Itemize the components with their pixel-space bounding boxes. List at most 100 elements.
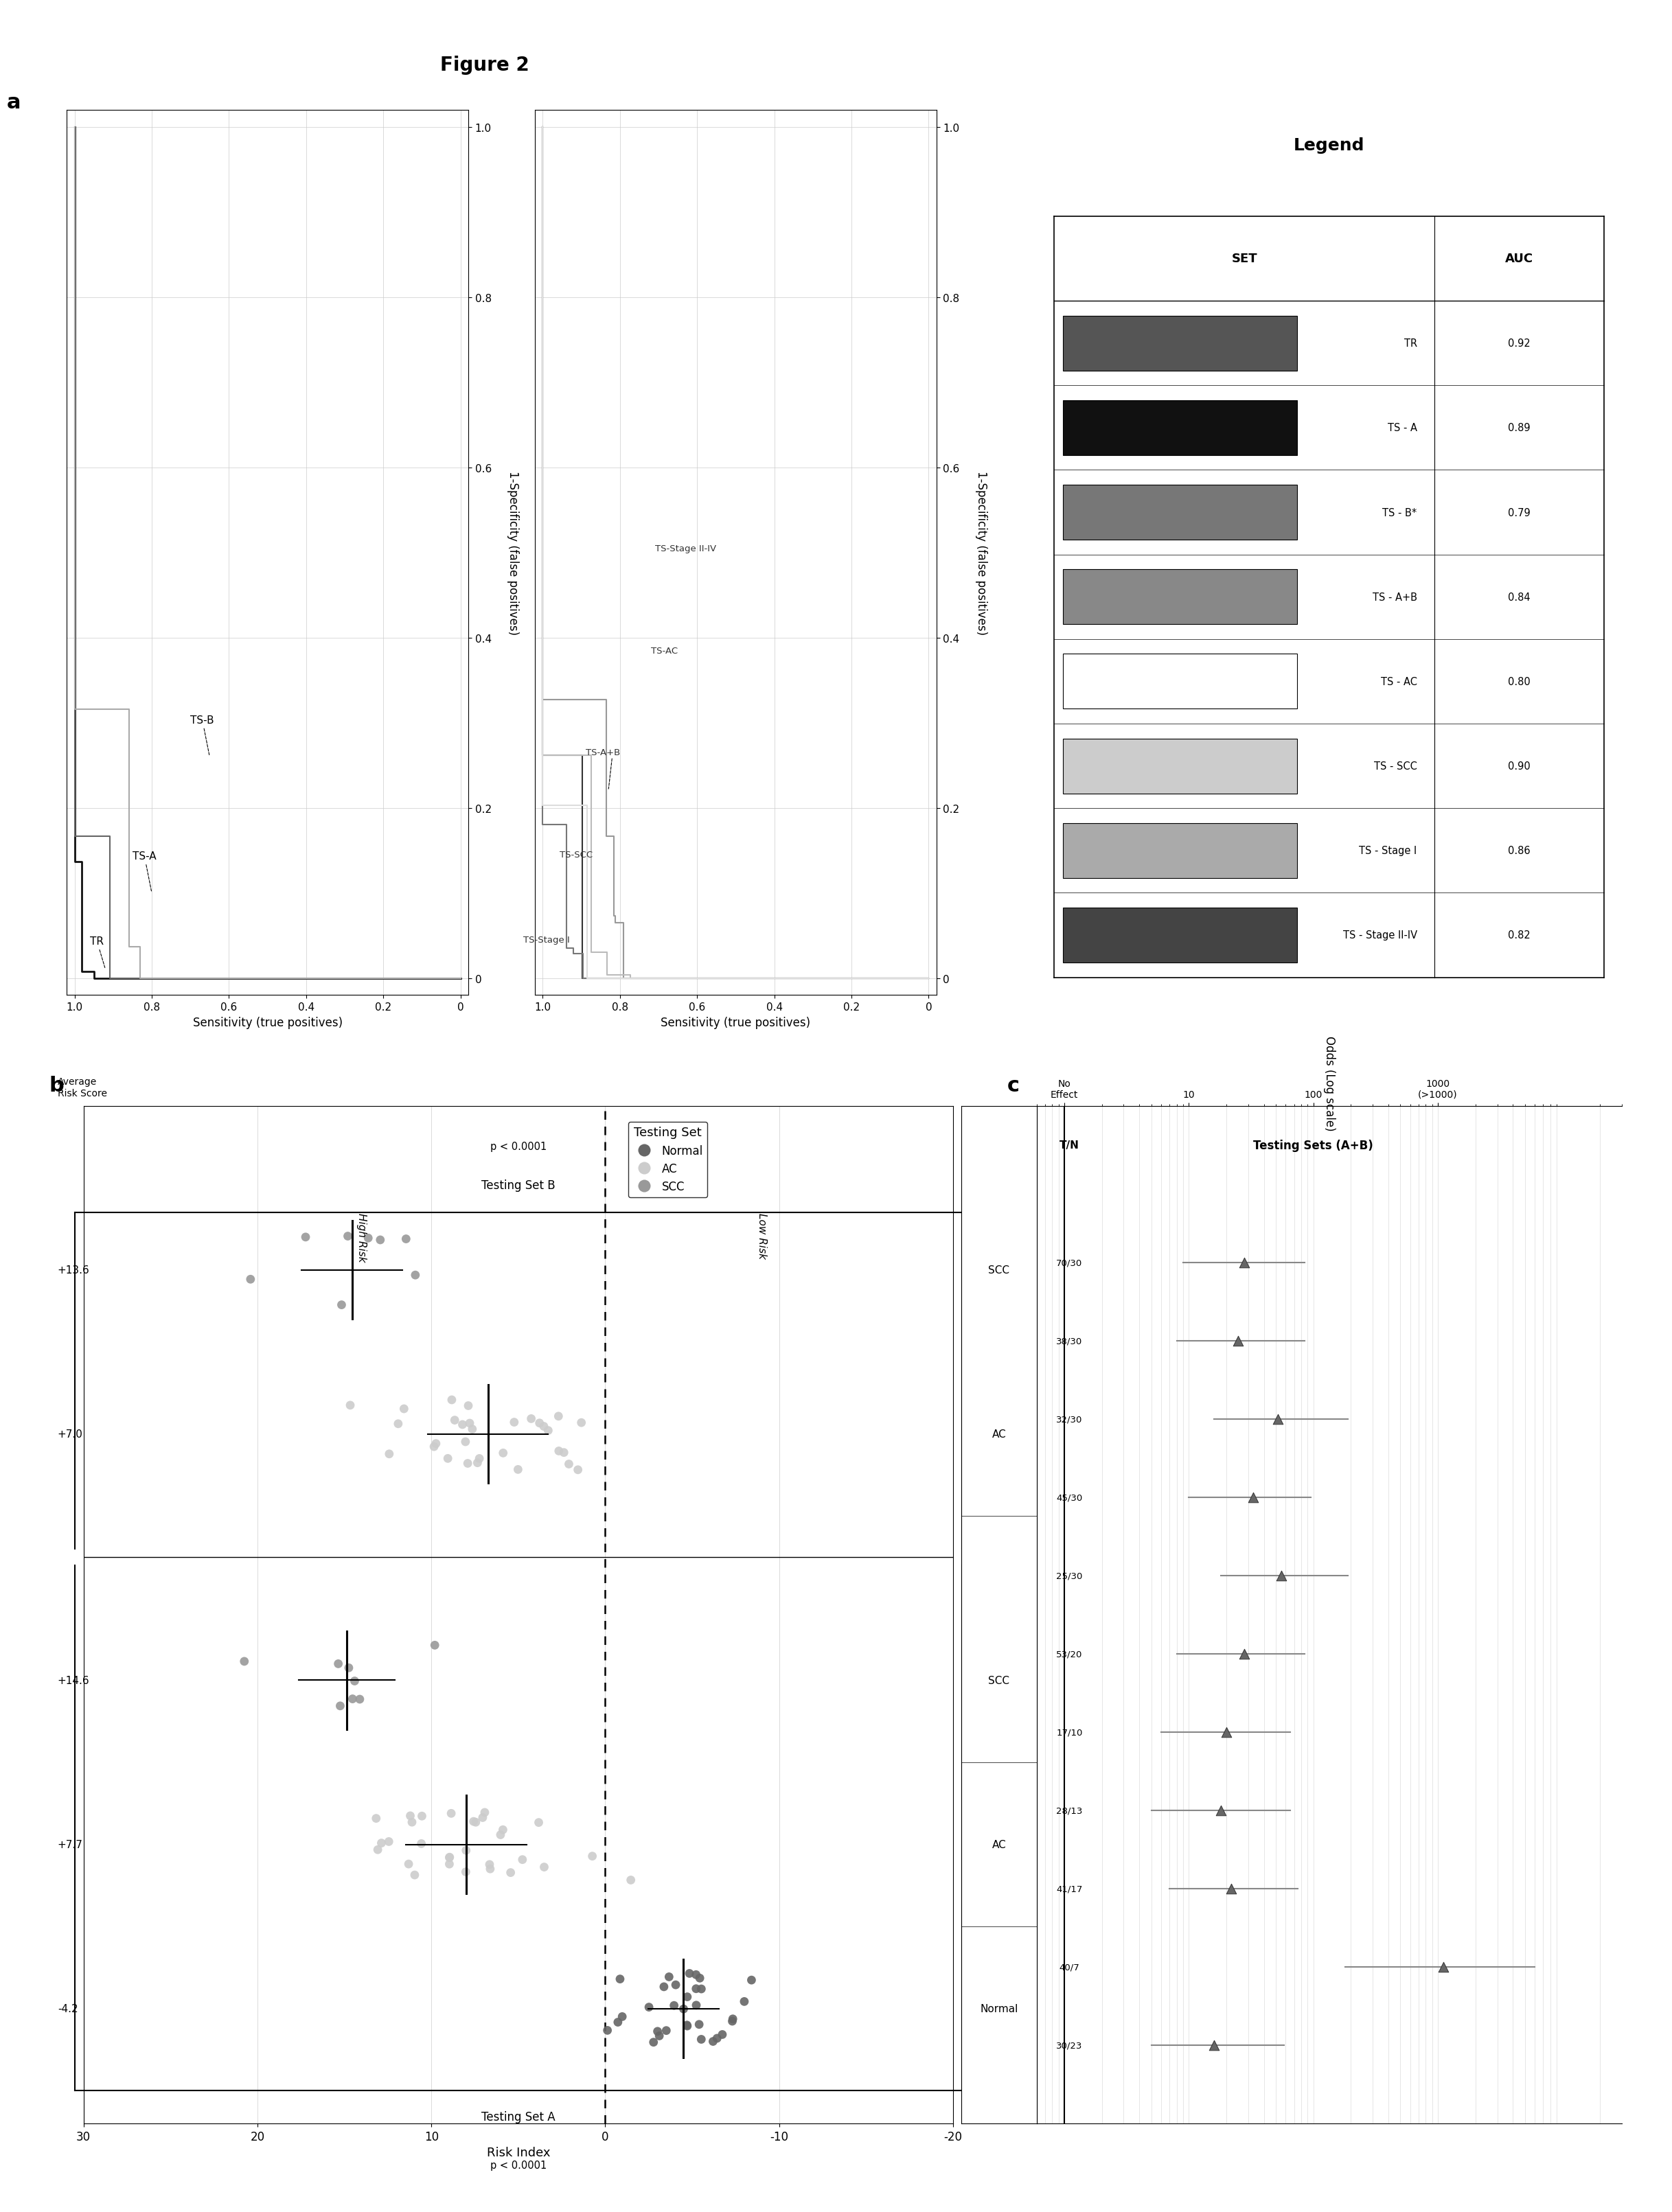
Legend: Normal, AC, SCC: Normal, AC, SCC xyxy=(629,1121,707,1197)
Text: Low Risk: Low Risk xyxy=(757,1212,767,1259)
Point xyxy=(1219,1871,1246,1907)
Point xyxy=(401,1858,428,1893)
Point xyxy=(545,1433,572,1469)
Text: Testing Set A: Testing Set A xyxy=(482,2110,555,2124)
Point xyxy=(435,1440,461,1475)
Point xyxy=(644,2013,670,2048)
Point xyxy=(451,1425,478,1460)
Text: TS - SCC: TS - SCC xyxy=(1374,761,1416,772)
Point xyxy=(1200,2028,1227,2064)
Point xyxy=(328,1287,354,1323)
Point xyxy=(408,1827,435,1863)
Text: Normal: Normal xyxy=(980,2004,1018,2013)
Point xyxy=(674,2008,701,2044)
Point xyxy=(555,1447,582,1482)
Point xyxy=(376,1825,403,1860)
Point xyxy=(334,1219,361,1254)
Point xyxy=(594,2013,620,2048)
Point xyxy=(326,1688,353,1723)
Text: 28/13: 28/13 xyxy=(1057,1805,1082,1814)
Text: 45/30: 45/30 xyxy=(1057,1493,1082,1502)
Point xyxy=(324,1646,351,1681)
Text: 0.90: 0.90 xyxy=(1508,761,1530,772)
Point xyxy=(1267,1557,1294,1593)
Point xyxy=(1231,1245,1257,1281)
Point xyxy=(237,1261,264,1296)
Y-axis label: 1-Specificity (false positives): 1-Specificity (false positives) xyxy=(507,471,518,635)
Text: 30/23: 30/23 xyxy=(1057,2042,1082,2051)
Text: -4.2: -4.2 xyxy=(57,2004,79,2013)
Point xyxy=(1241,1480,1267,1515)
Point xyxy=(709,2017,736,2053)
Text: 25/30: 25/30 xyxy=(1057,1571,1082,1579)
Point xyxy=(453,1834,480,1869)
Point xyxy=(477,1847,503,1882)
Point xyxy=(670,1991,697,2026)
Point xyxy=(376,1436,403,1471)
Point xyxy=(687,1960,714,1995)
Point xyxy=(438,1796,465,1832)
Text: SCC: SCC xyxy=(988,1265,1010,1276)
Point xyxy=(408,1798,435,1834)
Point xyxy=(438,1382,465,1418)
Point xyxy=(368,1825,395,1860)
Point xyxy=(395,1847,421,1882)
Text: TS-B: TS-B xyxy=(191,714,214,754)
FancyBboxPatch shape xyxy=(1063,907,1297,962)
Point xyxy=(609,2000,635,2035)
Text: +13.6: +13.6 xyxy=(57,1265,90,1276)
Text: 0.92: 0.92 xyxy=(1508,338,1530,349)
FancyBboxPatch shape xyxy=(1063,823,1297,878)
Point xyxy=(687,2022,714,2057)
Text: 0.84: 0.84 xyxy=(1508,593,1530,602)
Point xyxy=(674,2008,701,2044)
FancyBboxPatch shape xyxy=(1063,316,1297,372)
Point xyxy=(1264,1402,1291,1438)
Text: b: b xyxy=(48,1075,64,1095)
Text: +7.0: +7.0 xyxy=(57,1429,84,1440)
Point xyxy=(508,1843,535,1878)
Point xyxy=(682,1958,709,1993)
Point xyxy=(487,1818,513,1854)
Text: TS - Stage I: TS - Stage I xyxy=(1359,845,1416,856)
Text: AC: AC xyxy=(991,1429,1007,1440)
Text: +14.6: +14.6 xyxy=(57,1674,90,1686)
Text: p < 0.0001: p < 0.0001 xyxy=(490,2159,547,2170)
Text: TR: TR xyxy=(1404,338,1416,349)
Point xyxy=(660,1989,687,2024)
Point xyxy=(421,1628,448,1663)
Point xyxy=(423,1427,450,1462)
Point xyxy=(525,1805,552,1840)
Text: 0.82: 0.82 xyxy=(1508,931,1530,940)
Point xyxy=(617,1863,644,1898)
FancyBboxPatch shape xyxy=(1063,739,1297,794)
Point xyxy=(364,1832,391,1867)
Point xyxy=(535,1413,562,1449)
Point xyxy=(655,1960,682,1995)
Point xyxy=(1430,1949,1456,1984)
Text: Testing Sets (A+B): Testing Sets (A+B) xyxy=(1254,1139,1373,1150)
Text: TS - AC: TS - AC xyxy=(1381,677,1416,688)
Point xyxy=(490,1812,517,1847)
Point xyxy=(1207,1792,1234,1827)
Point xyxy=(550,1436,577,1471)
Point xyxy=(385,1407,411,1442)
Point xyxy=(605,2004,632,2039)
Point xyxy=(421,1429,448,1464)
FancyBboxPatch shape xyxy=(1063,484,1297,540)
Point xyxy=(704,2020,731,2055)
Point xyxy=(455,1389,482,1425)
Text: TS - A: TS - A xyxy=(1388,422,1416,434)
Point xyxy=(339,1681,366,1717)
Point xyxy=(450,1407,477,1442)
Point xyxy=(336,1650,363,1686)
Text: 41/17: 41/17 xyxy=(1057,1885,1082,1893)
Point xyxy=(675,1955,702,1991)
Point xyxy=(640,2024,667,2059)
Text: 0.89: 0.89 xyxy=(1508,422,1530,434)
Point xyxy=(398,1805,425,1840)
Text: High Risk: High Risk xyxy=(356,1212,366,1261)
Point xyxy=(477,1851,503,1887)
Point xyxy=(336,1387,363,1422)
Point xyxy=(565,1453,592,1489)
